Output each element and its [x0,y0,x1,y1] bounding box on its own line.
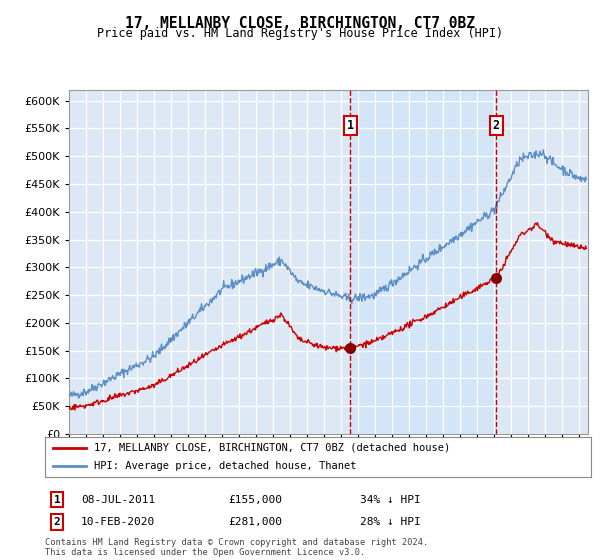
Text: 1: 1 [347,119,353,132]
Text: 17, MELLANBY CLOSE, BIRCHINGTON, CT7 0BZ: 17, MELLANBY CLOSE, BIRCHINGTON, CT7 0BZ [125,16,475,31]
Bar [350,90,496,434]
Text: 2: 2 [53,517,61,527]
Text: £281,000: £281,000 [228,517,282,527]
Text: Contains HM Land Registry data © Crown copyright and database right 2024.
This d: Contains HM Land Registry data © Crown c… [45,538,428,557]
Text: £155,000: £155,000 [228,494,282,505]
Text: 17, MELLANBY CLOSE, BIRCHINGTON, CT7 0BZ (detached house): 17, MELLANBY CLOSE, BIRCHINGTON, CT7 0BZ… [94,443,451,452]
Text: 10-FEB-2020: 10-FEB-2020 [81,517,155,527]
Text: 28% ↓ HPI: 28% ↓ HPI [360,517,421,527]
Text: Price paid vs. HM Land Registry's House Price Index (HPI): Price paid vs. HM Land Registry's House … [97,27,503,40]
Text: HPI: Average price, detached house, Thanet: HPI: Average price, detached house, Than… [94,461,356,471]
Text: 1: 1 [53,494,61,505]
Text: 08-JUL-2011: 08-JUL-2011 [81,494,155,505]
Text: 34% ↓ HPI: 34% ↓ HPI [360,494,421,505]
Text: 2: 2 [493,119,500,132]
